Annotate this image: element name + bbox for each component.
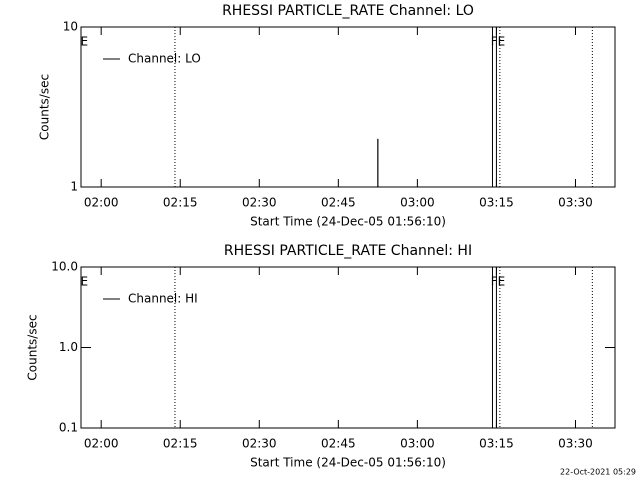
- y-axis-label: Counts/sec: [26, 314, 40, 380]
- x-tick-label: 02:15: [163, 196, 198, 210]
- y-tick-label: 1.0: [59, 340, 78, 354]
- chart-title: RHESSI PARTICLE_RATE Channel: LO: [222, 3, 474, 19]
- x-tick-label: 02:45: [321, 437, 356, 451]
- x-tick-label: 02:30: [242, 196, 277, 210]
- x-tick-label: 03:15: [479, 437, 514, 451]
- y-tick-label: 10.0: [51, 260, 78, 274]
- flag-label: FE: [491, 35, 505, 49]
- x-tick-label: 03:00: [400, 196, 435, 210]
- x-tick-label: 02:00: [84, 196, 119, 210]
- flag-label: E: [81, 275, 89, 289]
- flag-label: E: [81, 35, 89, 49]
- x-tick-label: 02:00: [84, 437, 119, 451]
- x-tick-label: 02:30: [242, 437, 277, 451]
- chart-title: RHESSI PARTICLE_RATE Channel: HI: [224, 243, 472, 259]
- y-tick-label: 1: [70, 180, 78, 194]
- footer: 22-Oct-2021 05:29: [560, 468, 636, 477]
- plot-frame: [80, 26, 616, 188]
- x-tick-label: 02:15: [163, 437, 198, 451]
- legend-label: Channel: LO: [128, 52, 201, 66]
- x-tick-label: 03:30: [558, 196, 593, 210]
- legend-label: Channel: HI: [128, 292, 198, 306]
- y-tick-label: 0.1: [59, 421, 78, 435]
- flag-label: FE: [491, 275, 505, 289]
- x-tick-label: 03:15: [479, 196, 514, 210]
- x-axis-label: Start Time (24-Dec-05 01:56:10): [250, 215, 446, 229]
- x-tick-label: 03:30: [558, 437, 593, 451]
- x-tick-label: 02:45: [321, 196, 356, 210]
- y-axis-label: Counts/sec: [38, 74, 52, 140]
- x-tick-label: 03:00: [400, 437, 435, 451]
- x-axis-label: Start Time (24-Dec-05 01:56:10): [250, 456, 446, 470]
- y-tick-label: 10: [63, 20, 78, 34]
